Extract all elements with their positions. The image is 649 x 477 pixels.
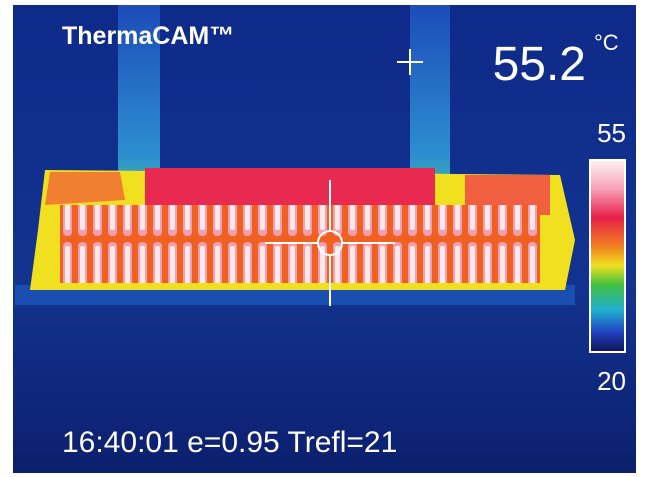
page: ThermaCAM™ 55.2 °C 55 20 16:40:01 e=0.95… [0,0,649,477]
color-scale [590,160,625,352]
status-line: 16:40:01 e=0.95 Trefl=21 [62,426,397,459]
brand: ThermaCAM™ [62,22,234,50]
unit: °C [594,30,619,55]
scale-max: 55 [597,118,626,148]
scale-min: 20 [597,366,626,396]
heatsink-top-left [45,172,125,205]
thermal-image: ThermaCAM™ 55.2 °C 55 20 16:40:01 e=0.95… [0,0,649,477]
spot-temperature: 55.2 [493,38,586,91]
right-post [410,5,450,195]
